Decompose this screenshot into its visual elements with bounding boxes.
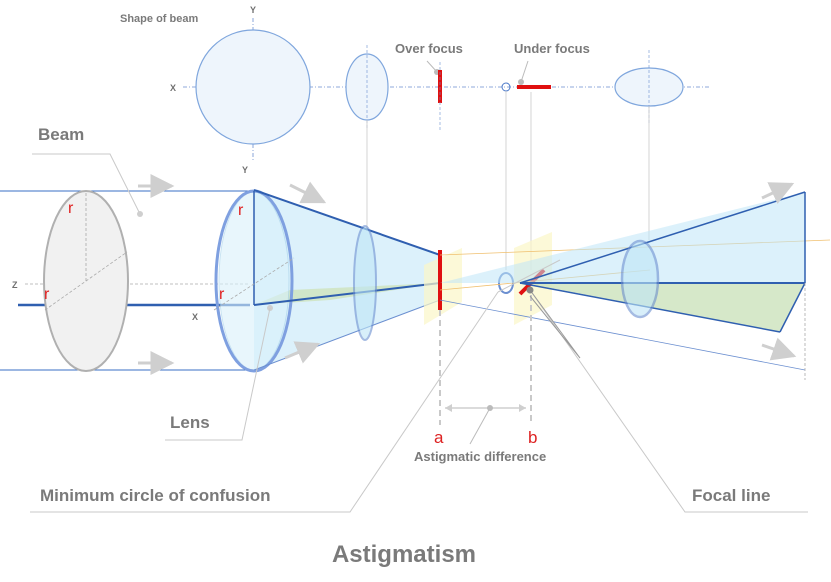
minimum-circle-callout-line <box>30 291 499 513</box>
lens-x-axis-label: X <box>192 312 198 322</box>
minimum-circle-label: Minimum circle of confusion <box>40 486 270 505</box>
diagram-title: Astigmatism <box>332 541 476 568</box>
projection-guides <box>366 91 650 270</box>
beam-arrow-diverge-bottom <box>761 337 797 361</box>
under-focus-pointer <box>520 60 529 83</box>
beam-callout-line <box>32 153 141 215</box>
diverging-lower-thin-ray <box>439 299 806 371</box>
lens-label: Lens <box>170 413 210 432</box>
diverging-end-edge-lower <box>779 282 806 333</box>
point-a-label: a <box>434 428 444 447</box>
difference-arrow-right <box>519 404 526 412</box>
z-axis-label: Z <box>12 280 18 290</box>
incoming-beam: Z r r <box>0 174 250 375</box>
top-y-axis-label: Y <box>250 5 256 15</box>
converging-beam <box>253 181 441 371</box>
diverging-beam <box>439 182 806 380</box>
difference-arrow-left <box>445 404 452 412</box>
beam-arrow-diverge-top <box>761 182 795 205</box>
over-focus-label: Over focus <box>395 41 463 56</box>
beam-callout-dot <box>137 211 143 217</box>
diverging-upper-ray <box>519 191 806 284</box>
radius-label-side: r <box>44 286 50 303</box>
point-b-label: b <box>528 428 537 447</box>
beam-lower-ray <box>253 299 441 371</box>
horizontal-plane-fill-right <box>525 283 805 332</box>
focal-line-label: Focal line <box>692 486 770 505</box>
lens-callout-line <box>165 307 271 441</box>
lens-radius-label-side: r <box>219 286 225 303</box>
difference-pointer <box>469 407 491 445</box>
astigmatic-difference-group: a b Astigmatic difference <box>414 295 546 464</box>
beam-shape-circle <box>195 29 311 145</box>
beam-axis-ray <box>253 282 441 306</box>
focal-line-callout-line <box>529 289 808 513</box>
over-focus-plane <box>424 248 462 325</box>
lens-group: Y X r r <box>192 165 440 373</box>
astigmatic-difference-label: Astigmatic difference <box>414 449 546 464</box>
beam-upper-ray <box>253 189 441 256</box>
beam-shape-row: Shape of beam Y X Over focus Under focus <box>120 5 710 160</box>
top-x-axis-label: X <box>170 83 176 93</box>
lens-diagonal-axis <box>213 257 295 311</box>
converging-cone-fill <box>254 190 440 370</box>
beam-arrow-converge-bottom <box>284 341 321 364</box>
lens-radius-label-top: r <box>238 202 244 219</box>
focal-line-callout-dot <box>526 286 534 294</box>
focal-line-callout-wedge <box>529 289 581 359</box>
minimum-circle-callout-tail <box>497 259 561 293</box>
shape-of-beam-label: Shape of beam <box>120 13 198 25</box>
under-focus-pointer-dot <box>518 79 524 85</box>
under-focus-label: Under focus <box>514 41 590 56</box>
beam-arrow-converge-top <box>289 181 327 204</box>
beam-section-2 <box>620 239 660 319</box>
radius-label-top: r <box>68 200 74 217</box>
callouts: Beam Lens Minimum circle of confusion Fo… <box>30 125 808 513</box>
lens-y-axis-label: Y <box>242 165 248 175</box>
beam-section-1 <box>353 225 377 341</box>
beam-label: Beam <box>38 125 84 144</box>
cross-section-radius-x <box>44 251 128 311</box>
diverging-cone-fill <box>440 192 805 283</box>
